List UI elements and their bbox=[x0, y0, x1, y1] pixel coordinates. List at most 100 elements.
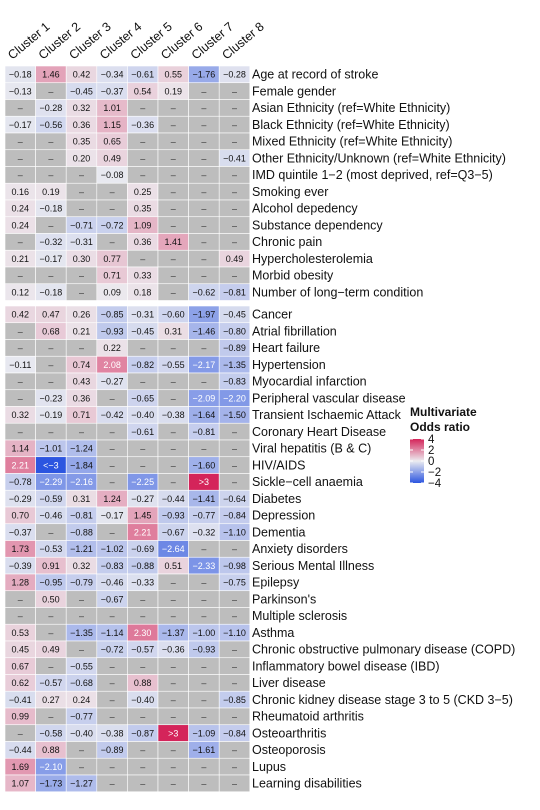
cell-value: −0.93 bbox=[101, 326, 124, 336]
legend: Multivariate Odds ratio 420−2−4 bbox=[410, 405, 477, 490]
cell-value: – bbox=[48, 527, 53, 537]
cell-value: – bbox=[48, 271, 53, 281]
cell-value: – bbox=[110, 187, 115, 197]
cell-value: – bbox=[110, 712, 115, 722]
cell-value: – bbox=[18, 137, 23, 147]
cell-value: – bbox=[232, 220, 237, 230]
cell-value: −0.18 bbox=[40, 287, 63, 297]
row-label: Learning disabilities bbox=[252, 777, 362, 791]
heatmap-cells: −0.18 1.46 0.42 −0.34 −0.61 0.55 −1.76 −0.28 −0.… bbox=[4, 65, 251, 793]
cell-value: −2.09 bbox=[193, 393, 216, 403]
cell-value: −0.81 bbox=[70, 511, 93, 521]
cell-value: – bbox=[48, 611, 53, 621]
cell-value: – bbox=[232, 745, 237, 755]
cell-value: – bbox=[171, 343, 176, 353]
cell-value: −0.85 bbox=[223, 695, 246, 705]
row-label: Diabetes bbox=[252, 492, 301, 506]
cell-value: – bbox=[18, 326, 23, 336]
cell-value: 0.19 bbox=[165, 86, 183, 96]
cell-value: – bbox=[201, 594, 206, 604]
cell-value: 0.77 bbox=[103, 254, 121, 264]
cell-value: −1.01 bbox=[40, 444, 63, 454]
cell-value: −0.18 bbox=[9, 70, 32, 80]
cell-value: −0.53 bbox=[40, 544, 63, 554]
cell-value: −0.40 bbox=[131, 695, 154, 705]
cell-value: −0.44 bbox=[9, 745, 32, 755]
legend-title-line-2: Odds ratio bbox=[410, 420, 470, 434]
cell-value: – bbox=[201, 762, 206, 772]
cell-value: −0.68 bbox=[70, 678, 93, 688]
cell-value: −0.71 bbox=[70, 220, 93, 230]
cell-value: −2.33 bbox=[193, 561, 216, 571]
cell-value: – bbox=[201, 220, 206, 230]
cell-value: 1.41 bbox=[165, 237, 183, 247]
cell-value: −1.09 bbox=[193, 728, 216, 738]
cell-value: 0.54 bbox=[134, 86, 152, 96]
cell-value: −0.89 bbox=[101, 745, 124, 755]
cell-value: −0.75 bbox=[223, 578, 246, 588]
cell-value: – bbox=[140, 661, 145, 671]
cell-value: −0.45 bbox=[131, 326, 154, 336]
cell-value: – bbox=[232, 86, 237, 96]
row-label: Osteoporosis bbox=[252, 743, 326, 757]
cell-value: −2.17 bbox=[193, 360, 216, 370]
cell-value: −0.17 bbox=[101, 511, 124, 521]
cell-value: 0.31 bbox=[165, 326, 183, 336]
row-label: Anxiety disorders bbox=[252, 542, 348, 556]
cell-value: 1.09 bbox=[134, 220, 152, 230]
cell-value: – bbox=[79, 204, 84, 214]
cell-value: −0.84 bbox=[223, 511, 246, 521]
row-label: Dementia bbox=[252, 525, 306, 539]
cell-value: – bbox=[232, 661, 237, 671]
legend-tick-label: 0 bbox=[428, 456, 434, 468]
cell-value: −2.29 bbox=[40, 477, 63, 487]
cell-value: −0.81 bbox=[193, 427, 216, 437]
cell-value: – bbox=[140, 137, 145, 147]
cell-value: – bbox=[110, 611, 115, 621]
cell-value: – bbox=[232, 237, 237, 247]
cell-value: – bbox=[110, 678, 115, 688]
cell-value: −0.46 bbox=[101, 578, 124, 588]
cell-value: −0.80 bbox=[223, 326, 246, 336]
cell-value: −1.84 bbox=[70, 460, 93, 470]
cell-value: 1.01 bbox=[103, 103, 121, 113]
row-label: Atrial fibrillation bbox=[252, 324, 337, 338]
legend-tick-label: 2 bbox=[428, 445, 434, 457]
cell-value: 0.22 bbox=[103, 343, 121, 353]
cell-value: 0.70 bbox=[12, 511, 30, 521]
cell-value: −0.18 bbox=[40, 204, 63, 214]
cell-value: 1.69 bbox=[12, 762, 30, 772]
cell-value: −0.57 bbox=[131, 645, 154, 655]
row-label: Other Ethnicity/Unknown (ref=White Ethni… bbox=[252, 151, 506, 165]
cell-value: – bbox=[48, 343, 53, 353]
cell-value: – bbox=[171, 120, 176, 130]
cell-value: −0.11 bbox=[9, 360, 31, 370]
row-label: Liver disease bbox=[252, 676, 326, 690]
cell-value: 0.53 bbox=[12, 628, 30, 638]
cell-value: 0.32 bbox=[73, 103, 91, 113]
row-label: Substance dependency bbox=[252, 218, 383, 232]
legend-tick-label: −4 bbox=[428, 478, 442, 490]
cell-value: 0.47 bbox=[42, 310, 60, 320]
cell-value: – bbox=[140, 343, 145, 353]
cell-value: 0.50 bbox=[42, 594, 60, 604]
cell-value: – bbox=[171, 287, 176, 297]
row-label: Osteoarthritis bbox=[252, 726, 326, 740]
cell-value: – bbox=[18, 594, 23, 604]
cell-value: – bbox=[232, 137, 237, 147]
cell-value: – bbox=[232, 271, 237, 281]
cell-value: – bbox=[201, 377, 206, 387]
cell-value: 1.28 bbox=[12, 578, 30, 588]
cell-value: −0.36 bbox=[162, 645, 185, 655]
cell-value: <−3 bbox=[43, 460, 59, 470]
cell-value: – bbox=[110, 661, 115, 671]
cell-value: −0.42 bbox=[101, 410, 124, 420]
cell-value: −0.41 bbox=[9, 695, 32, 705]
cell-value: – bbox=[110, 762, 115, 772]
cell-value: 0.42 bbox=[73, 70, 91, 80]
cell-value: −1.50 bbox=[223, 410, 246, 420]
row-labels: Age at record of stroke Female gender Asia… bbox=[252, 68, 515, 791]
cell-value: – bbox=[48, 170, 53, 180]
cell-value: – bbox=[232, 120, 237, 130]
cell-value: 0.42 bbox=[12, 310, 30, 320]
